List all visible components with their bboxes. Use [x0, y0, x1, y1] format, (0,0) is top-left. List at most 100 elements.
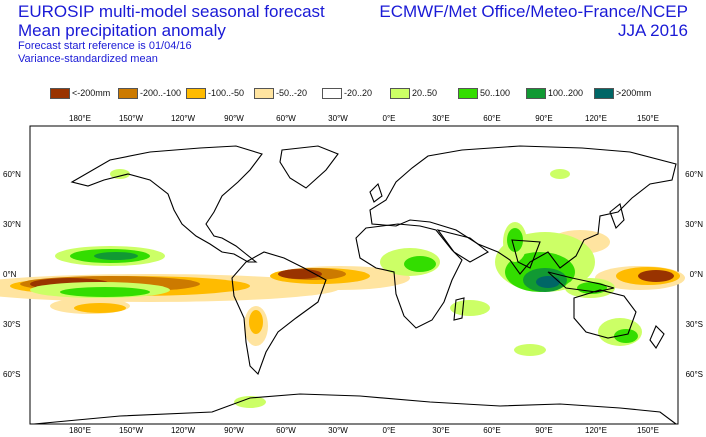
- longitude-label: 120°W: [171, 426, 196, 435]
- legend-item: -200..-100: [118, 86, 181, 100]
- latitude-label: 30°N: [3, 220, 21, 229]
- coast-uk: [369, 182, 383, 203]
- legend-swatch: [594, 87, 614, 99]
- longitude-label: 120°E: [585, 114, 607, 123]
- longitude-label: 30°E: [432, 426, 449, 435]
- legend-item: -100..-50: [186, 86, 244, 100]
- longitude-label: 120°W: [171, 114, 196, 123]
- longitude-label: 90°E: [535, 426, 552, 435]
- coast-north-america: [70, 145, 263, 263]
- longitude-label: 60°W: [276, 426, 296, 435]
- latitude-label: 30°N: [685, 220, 703, 229]
- anomaly-fields: [0, 169, 685, 408]
- legend-swatch: [458, 87, 478, 99]
- colour-legend: <-200mm -200..-100 -100..-50 -50..-20 -20..2…: [50, 86, 690, 100]
- latitude-label: 30°S: [3, 320, 20, 329]
- latitude-label: 0°N: [690, 270, 704, 279]
- legend-item: >200mm: [594, 86, 651, 100]
- legend-swatch: [118, 87, 138, 99]
- variable-title: Mean precipitation anomaly: [18, 21, 226, 40]
- coast-new-zealand: [649, 325, 665, 349]
- longitude-label: 30°E: [432, 114, 449, 123]
- anomaly-region: [94, 252, 138, 260]
- longitude-label: 60°E: [483, 426, 500, 435]
- title-right-block: ECMWF/Met Office/Meteo-France/NCEP JJA 2…: [379, 2, 688, 40]
- precipitation-anomaly-map: 180°E 180°E 150°W 150°W 120°W 120°W 90°W 90°W 60…: [0, 114, 703, 435]
- legend-label: -200..-100: [140, 88, 182, 98]
- anomaly-region: [450, 300, 490, 316]
- legend-swatch: [50, 87, 70, 99]
- anomaly-region: [514, 344, 546, 356]
- longitude-label: 150°W: [119, 114, 144, 123]
- anomaly-region: [404, 256, 436, 272]
- season-title: JJA 2016: [618, 21, 688, 40]
- longitude-label: 120°E: [585, 426, 607, 435]
- main-title: EUROSIP multi-model seasonal forecast: [18, 2, 325, 21]
- longitude-label: 180°E: [69, 426, 91, 435]
- coast-south-america: [231, 251, 327, 375]
- legend-item: 50..100: [458, 86, 510, 100]
- latitude-label: 0°N: [3, 270, 17, 279]
- longitude-label: 90°W: [224, 114, 244, 123]
- longitude-label: 150°W: [119, 426, 144, 435]
- latitude-label: 60°N: [685, 170, 703, 179]
- legend-label: >200mm: [616, 88, 652, 98]
- longitude-label: 150°E: [637, 114, 659, 123]
- legend-swatch: [322, 87, 342, 99]
- legend-label: 50..100: [480, 88, 511, 98]
- longitude-label: 90°E: [535, 114, 552, 123]
- coast-india: [511, 239, 541, 269]
- anomaly-region: [234, 396, 266, 408]
- anomaly-region: [74, 303, 126, 313]
- legend-item: -50..-20: [254, 86, 307, 100]
- longitude-label: 150°E: [637, 426, 659, 435]
- longitude-label: 0°E: [383, 114, 396, 123]
- legend-label: -20..20: [344, 88, 373, 98]
- legend-item: 100..200: [526, 86, 583, 100]
- longitude-label: 180°E: [69, 114, 91, 123]
- latitude-label: 60°S: [686, 370, 703, 379]
- coast-indonesia: [547, 271, 615, 293]
- coast-greenland: [279, 145, 339, 189]
- legend-label: -100..-50: [208, 88, 245, 98]
- longitude-label: 90°W: [224, 426, 244, 435]
- anomaly-region: [60, 287, 150, 297]
- coast-japan: [609, 203, 625, 229]
- legend-swatch: [186, 87, 206, 99]
- anomaly-region: [249, 310, 263, 334]
- latitude-label: 30°S: [686, 320, 703, 329]
- anomaly-region: [614, 329, 638, 343]
- coast-africa: [355, 223, 463, 329]
- legend-item: -20..20: [322, 86, 372, 100]
- coast-antarctica: [33, 393, 678, 425]
- legend-label: <-200mm: [72, 88, 111, 98]
- latitude-label: 60°S: [3, 370, 20, 379]
- longitude-label: 60°W: [276, 114, 296, 123]
- coast-australia: [573, 289, 637, 339]
- longitude-label: 60°E: [483, 114, 500, 123]
- anomaly-region: [638, 270, 674, 282]
- legend-swatch: [390, 87, 410, 99]
- longitude-label: 0°E: [383, 426, 396, 435]
- legend-swatch: [526, 87, 546, 99]
- coast-madagascar: [453, 297, 465, 321]
- legend-label: 20..50: [412, 88, 438, 98]
- longitude-label: 30°W: [328, 426, 348, 435]
- legend-swatch: [254, 87, 274, 99]
- legend-label: -50..-20: [276, 88, 308, 98]
- coastlines: [33, 145, 678, 425]
- centres-title: ECMWF/Met Office/Meteo-France/NCEP: [379, 2, 688, 21]
- legend-item: 20..50: [390, 86, 437, 100]
- coast-arabia: [436, 229, 489, 263]
- longitude-label: 30°W: [328, 114, 348, 123]
- legend-label: 100..200: [548, 88, 584, 98]
- forecast-start: Forecast start reference is 01/04/16: [18, 40, 192, 52]
- latitude-label: 60°N: [3, 170, 21, 179]
- anomaly-region: [550, 169, 570, 179]
- anomaly-region: [110, 169, 130, 179]
- anomaly-region: [536, 276, 560, 288]
- method-note: Variance-standardized mean: [18, 53, 158, 65]
- legend-item: <-200mm: [50, 86, 110, 100]
- axis-labels: 180°E 180°E 150°W 150°W 120°W 120°W 90°W 90°W 60…: [3, 114, 703, 435]
- title-block: EUROSIP multi-model seasonal forecast Me…: [18, 2, 325, 66]
